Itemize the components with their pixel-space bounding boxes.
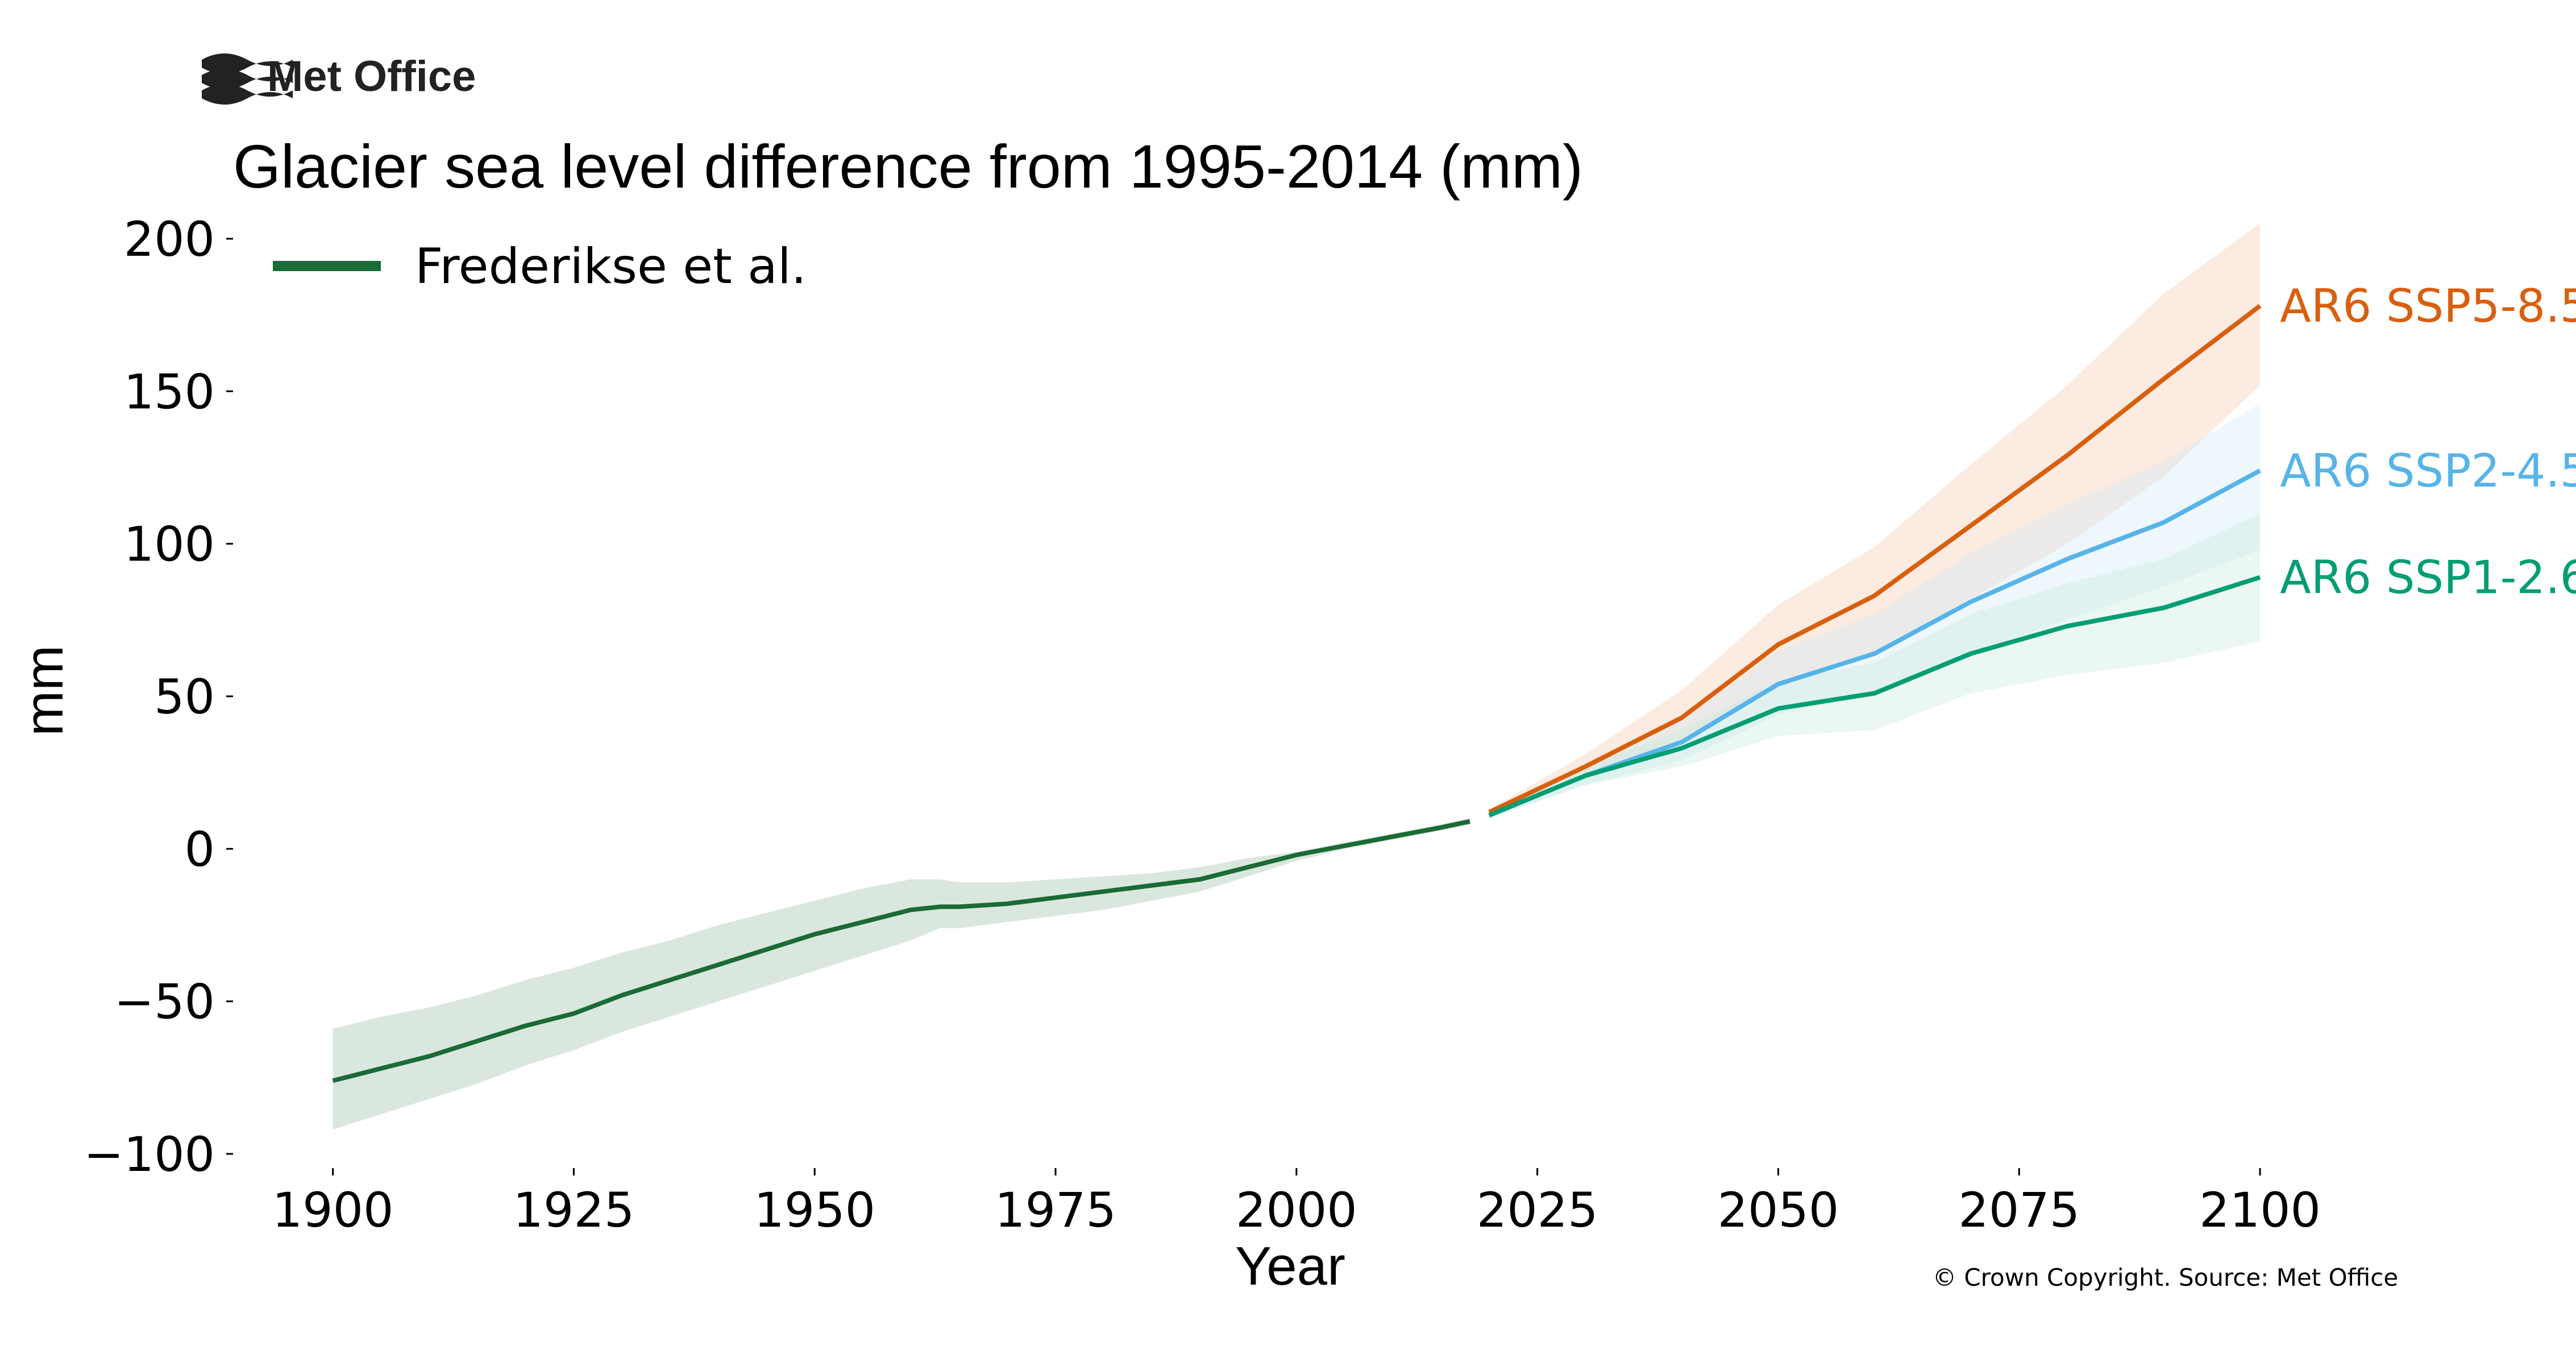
met-office-logo-icon [202,53,293,105]
y-tick-label-5: 150 [124,364,215,419]
met-office-logo-text: Met Office [267,52,476,101]
x-tick-label-6: 2050 [1718,1182,1839,1238]
band-ar6-ssp5-8-5 [1489,223,2261,816]
series-lines [332,304,2262,1083]
legend: Frederikse et al. [273,238,807,295]
legend-label-frederikse: Frederikse et al. [415,238,807,295]
series-end-labels: AR6 SSP5-8.5 AR6 SSP2-4.5 AR6 SSP1-2.6 [2280,280,2576,604]
x-tick-label-7: 2075 [1958,1182,2080,1238]
x-tick-label-2: 1950 [754,1182,875,1238]
y-tick-label-4: 100 [124,517,215,572]
x-tick-label-8: 2100 [2199,1182,2321,1238]
x-axis: 1900 1925 1950 1975 2000 2025 2050 2075 2100 [272,1168,2321,1238]
y-tick-label-0: −100 [84,1127,215,1182]
met-office-logo: Met Office [202,52,476,105]
series-label-ar6-ssp5-8-5: AR6 SSP5-8.5 [2280,280,2576,333]
y-axis-title: mm [14,645,74,736]
y-tick-label-3: 50 [154,669,215,725]
x-tick-label-5: 2025 [1477,1182,1598,1238]
y-axis: −100 −50 0 50 100 150 200 [84,211,233,1182]
series-label-ar6-ssp2-4-5: AR6 SSP2-4.5 [2280,444,2576,497]
chart-title: Glacier sea level difference from 1995-2… [233,132,1583,201]
line-frederikse-et-al [332,819,1470,1083]
x-axis-title: Year [1235,1236,1345,1297]
y-tick-label-2: 0 [185,821,215,877]
band-ar6-ssp2-4-5 [1489,403,2261,819]
copyright-text: © Crown Copyright. Source: Met Office [1933,1264,2398,1291]
x-tick-label-0: 1900 [272,1182,394,1238]
x-tick-label-1: 1925 [513,1182,635,1238]
line-ar6-ssp5-8-5 [1488,304,2262,815]
y-tick-label-6: 200 [124,211,215,267]
x-tick-label-3: 1975 [995,1182,1116,1238]
series-label-ar6-ssp1-2-6: AR6 SSP1-2.6 [2280,551,2576,604]
band-frederikse-et-al [333,818,1470,1130]
y-tick-label-1: −50 [114,974,215,1030]
line-ar6-ssp1-2-6 [1488,575,2261,817]
x-tick-label-4: 2000 [1236,1182,1357,1238]
